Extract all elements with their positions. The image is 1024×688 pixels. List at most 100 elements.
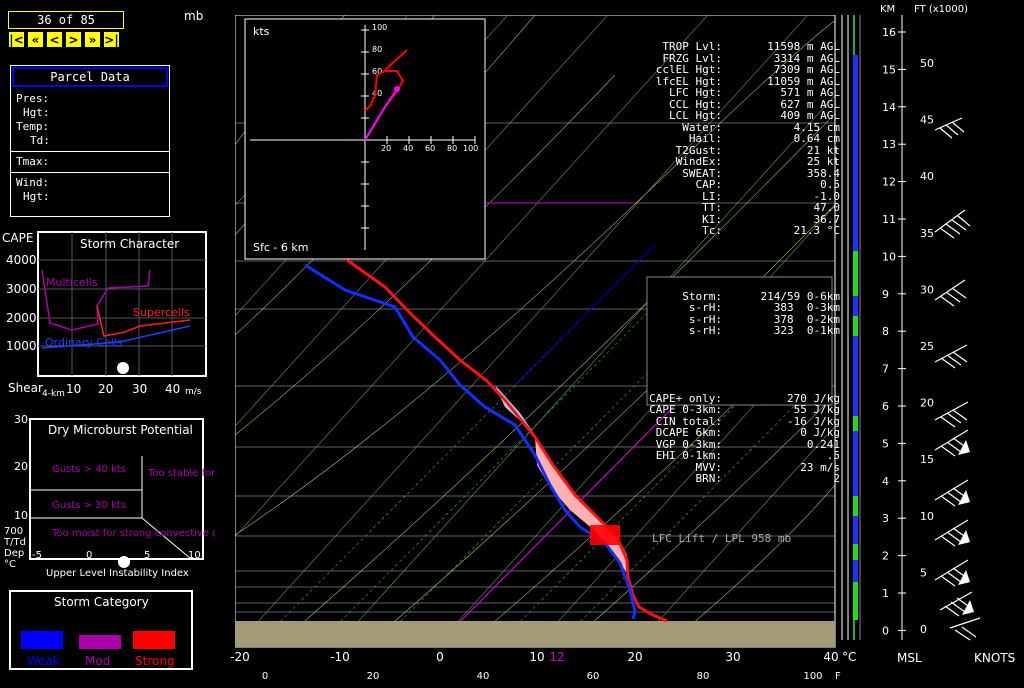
index-value: .5 — [826, 449, 840, 462]
cape-tick: 2000 — [6, 311, 37, 325]
index-label: FRZG Lvl: — [662, 51, 722, 65]
km-tick: 9 — [882, 288, 889, 301]
ft-label: FT (x1000) — [914, 4, 968, 15]
index-row: TT: 47.0 — [640, 202, 840, 214]
index-row: CIN total: -16 J/kg — [640, 414, 840, 428]
storm-character-point — [117, 362, 129, 374]
hodograph-unit: kts — [253, 25, 270, 38]
ordinary-cells-label: Ordinary Cells — [45, 336, 123, 349]
index-row: CAP: 0.5 — [640, 178, 841, 191]
index-row: WindEx: 25 kt — [640, 156, 840, 168]
index-value: 383 0-3km — [773, 301, 840, 314]
index-value: 270 J/kg — [787, 391, 840, 405]
parcel-pres-label: Pres: — [16, 92, 50, 105]
index-value: 55 J/kg — [793, 403, 840, 416]
multicells-label: Multicells — [46, 276, 98, 289]
index-value: 358.4 — [806, 166, 840, 180]
hodograph-inset: kts 100 80 60 40 20 40 60 80 100 Sfc - 6… — [244, 18, 486, 260]
index-row: LCL Hgt: 409 m AGL — [640, 110, 840, 122]
last-frame-button[interactable]: >| — [103, 31, 120, 48]
index-value: 7309 m AGL — [773, 63, 840, 76]
shear-tick: 10 — [66, 382, 81, 396]
index-row: BRN: 2 — [640, 473, 841, 485]
index-label: CAP: — [695, 178, 723, 191]
shear-label: Shear — [8, 381, 43, 395]
storm-character-diagram: Storm Character Multicells Supercells Or… — [2, 231, 207, 399]
index-row: cclEL Hgt: 7309 m AGL — [640, 64, 840, 76]
index-label: cclEL Hgt: — [655, 63, 722, 76]
index-label: s-rH: — [688, 324, 722, 337]
hodograph-layer-label: Sfc - 6 km — [253, 241, 308, 254]
index-label: DCAPE 6km: — [655, 426, 722, 439]
energy-indices: CAPE+ only: 270 J/kg CAPE 0-3km: 55 J/kg CIN… — [640, 391, 841, 485]
msl-label: MSL — [897, 651, 922, 665]
first-frame-button[interactable]: |< — [8, 31, 25, 48]
ft-tick: 25 — [920, 340, 934, 353]
km-tick: 12 — [882, 176, 896, 189]
index-label: s-rH: — [688, 301, 722, 314]
km-tick: 5 — [882, 437, 889, 450]
index-label: KI: — [702, 212, 722, 226]
parcel-data-title: Parcel Data — [12, 67, 168, 87]
temp-c-unit: °C — [842, 650, 856, 664]
index-row: CAPE+ only: 270 J/kg — [640, 391, 840, 405]
ft-tick: 5 — [920, 566, 927, 579]
index-row: DCAPE 6km: 0 J/kg — [640, 427, 840, 439]
index-label: Water: — [682, 120, 722, 134]
km-label: KM — [880, 4, 895, 15]
stability-indices: TROP Lvl: 11598 m AGL FRZG Lvl: 3314 m AGL c… — [640, 41, 840, 237]
temp-f-tick: 0 — [262, 671, 268, 682]
index-label: SWEAT: — [682, 166, 722, 180]
index-value: 378 0-2km — [773, 312, 840, 326]
index-value: 0 J/kg — [800, 426, 840, 439]
index-value: 214/59 0-6km — [760, 289, 840, 303]
fast-forward-button[interactable]: » — [84, 31, 101, 48]
ft-tick: 0 — [920, 623, 927, 636]
temp-c-tick: -20 — [230, 650, 250, 664]
index-label: LCL Hgt: — [669, 109, 722, 122]
shear-tick: 40 — [165, 382, 180, 396]
temp-c-tick: 20 — [627, 650, 642, 664]
index-label: Hail: — [688, 132, 722, 145]
next-frame-button[interactable]: > — [65, 31, 82, 48]
shear-sub-label: 4-km — [42, 389, 65, 399]
index-value: 627 m AGL — [780, 97, 840, 111]
skewt-diagram: kts 100 80 60 40 20 40 60 80 100 Sfc - 6… — [235, 15, 836, 648]
parcel-temp-label: Temp: — [16, 120, 50, 133]
km-tick: 0 — [882, 624, 889, 637]
rewind-button[interactable]: « — [27, 31, 44, 48]
index-label: LI: — [702, 189, 722, 203]
index-label: CCL Hgt: — [669, 97, 722, 111]
index-row: CAPE 0-3km: 55 J/kg — [640, 404, 840, 416]
index-label: TROP Lvl: — [662, 40, 722, 53]
index-row: s-rH: 378 0-2km — [640, 312, 840, 326]
index-value: 25 kt — [806, 155, 840, 168]
index-value: 36.7 — [813, 212, 841, 226]
index-value: 3314 m AGL — [773, 51, 840, 65]
index-label: Tc: — [702, 224, 722, 237]
parcel-wind-label: Wind: — [16, 176, 50, 189]
index-row: s-rH: 383 0-3km — [640, 302, 840, 314]
index-value: -16 J/kg — [787, 414, 840, 428]
index-row: Tc: 21.3 °C — [640, 225, 840, 237]
index-value: 409 m AGL — [780, 109, 840, 122]
index-value: 0.241 — [806, 437, 840, 451]
hodograph-tick: 40 — [372, 89, 382, 98]
dewpoint-profile — [304, 263, 637, 620]
index-value: 47.0 — [813, 201, 841, 214]
temp-f-tick: 100 — [803, 671, 822, 682]
frame-navigation: |< « < > » >| — [8, 31, 122, 48]
strong-label: Strong — [135, 654, 175, 668]
index-label: WindEx: — [675, 155, 722, 168]
temp-c-tick: -10 — [330, 650, 350, 664]
previous-frame-button[interactable]: < — [46, 31, 63, 48]
gusts-40-label: Gusts > 40 kts — [52, 464, 126, 475]
gusts-30-label: Gusts > 30 kts — [52, 500, 126, 511]
microburst-y-label: Dep — [4, 548, 24, 559]
pressure-unit: mb — [184, 9, 204, 23]
km-tick: 3 — [882, 512, 889, 525]
hodograph-tick: 80 — [372, 45, 382, 54]
lift-note: LFC Lift / LPL 958 mb — [652, 531, 792, 545]
storm-category-legend: Storm Category Weak Mod Strong — [9, 590, 193, 670]
